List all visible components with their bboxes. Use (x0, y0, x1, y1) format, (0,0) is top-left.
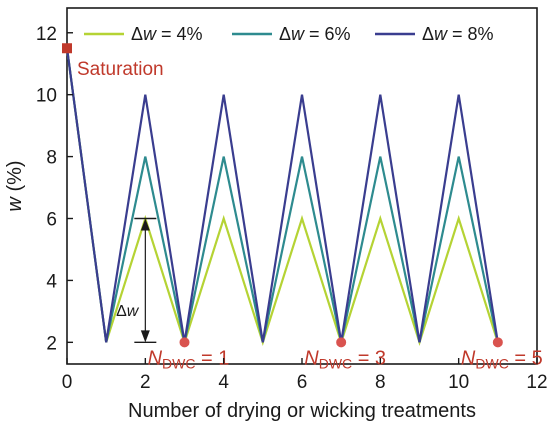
x-tick-label: 10 (448, 372, 469, 393)
series-line-3 (65, 48, 499, 343)
ndwc-subscript: DWC (162, 355, 195, 371)
legend-delta: Δ (422, 24, 434, 44)
legend-delta: Δ (279, 24, 291, 44)
y-tick-label: 12 (36, 24, 57, 45)
ndwc-marker-2 (336, 337, 347, 348)
legend-label-2: Δw = 6% (279, 24, 351, 44)
x-tick-label: 8 (375, 372, 386, 393)
ndwc-label-3: NDWC = 5 (461, 347, 543, 371)
ndwc-value: = 5 (509, 347, 543, 369)
ndwc-value: = 1 (195, 347, 229, 369)
y-axis-title-variable: w (4, 196, 26, 212)
y-tick-label: 10 (36, 86, 57, 107)
ndwc-marker-3 (492, 337, 503, 348)
legend-variable: w (434, 24, 448, 44)
series-line-1 (65, 48, 499, 346)
legend: Δw = 4% Δw = 6% Δw = 8% (84, 24, 494, 44)
y-tick-label: 2 (46, 333, 57, 354)
ndwc-symbol: N (461, 347, 476, 369)
ndwc-symbol: N (148, 347, 163, 369)
ndwc-label-1: NDWC = 1 (148, 347, 230, 371)
x-tick-label: 0 (62, 372, 73, 393)
legend-value: = 8% (447, 24, 494, 44)
saturation-label: Saturation (77, 59, 164, 80)
legend-variable: w (143, 24, 157, 44)
ndwc-marker-1 (179, 337, 190, 348)
ndwc-label-2: NDWC = 3 (304, 347, 386, 371)
legend-label-3: Δw = 8% (422, 24, 494, 44)
y-axis-title: w (%) (4, 160, 26, 211)
ndwc-value: = 3 (352, 347, 386, 369)
y-axis-title-unit: (%) (4, 160, 26, 197)
x-tick-label: 4 (218, 372, 229, 393)
x-tick-label: 12 (526, 372, 547, 393)
legend-delta: Δ (131, 24, 143, 44)
series-line-2 (65, 48, 499, 343)
delta-arrow-head-up (140, 218, 150, 231)
ndwc-symbol: N (304, 347, 319, 369)
delta-symbol: Δ (116, 303, 127, 320)
x-axis-title: Number of drying or wicking treatments (128, 400, 476, 422)
delta-w-label: Δw (116, 303, 140, 320)
y-tick-label: 4 (46, 271, 57, 292)
delta-variable: w (127, 303, 140, 320)
saturation-marker (62, 43, 72, 54)
y-tick-label: 8 (46, 148, 57, 169)
legend-value: = 4% (156, 24, 203, 44)
delta-arrow-head-down (140, 330, 150, 343)
y-tick-label: 6 (46, 210, 57, 231)
ndwc-subscript: DWC (319, 355, 352, 371)
legend-value: = 6% (304, 24, 351, 44)
legend-label-1: Δw = 4% (131, 24, 203, 44)
x-tick-label: 6 (297, 372, 308, 393)
x-tick-label: 2 (140, 372, 151, 393)
ndwc-subscript: DWC (475, 355, 508, 371)
series-layer (65, 48, 499, 346)
legend-variable: w (291, 24, 305, 44)
